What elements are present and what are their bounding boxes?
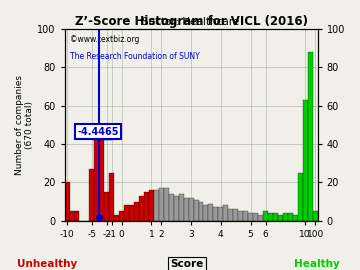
Bar	[203, 205, 208, 221]
Bar	[89, 169, 94, 221]
Bar	[288, 213, 293, 221]
Bar	[184, 198, 189, 221]
Text: Sector: Healthcare: Sector: Healthcare	[143, 17, 240, 27]
Bar	[223, 205, 228, 221]
Bar	[263, 211, 268, 221]
Bar	[179, 194, 184, 221]
Bar	[273, 213, 278, 221]
Bar	[238, 211, 243, 221]
Bar	[154, 190, 159, 221]
Text: Unhealthy: Unhealthy	[17, 259, 77, 269]
Bar	[124, 205, 129, 221]
Y-axis label: Number of companies
(670 total): Number of companies (670 total)	[15, 75, 35, 175]
Bar	[164, 188, 169, 221]
Bar	[308, 52, 312, 221]
Bar	[248, 213, 253, 221]
Bar	[189, 198, 194, 221]
Bar	[144, 192, 149, 221]
Bar	[114, 215, 119, 221]
Bar	[149, 190, 154, 221]
Bar	[219, 207, 223, 221]
Bar	[99, 134, 104, 221]
Bar	[174, 196, 179, 221]
Bar	[104, 192, 109, 221]
Bar	[194, 200, 198, 221]
Bar	[293, 215, 298, 221]
Bar	[228, 209, 233, 221]
Bar	[233, 209, 238, 221]
Bar	[134, 202, 139, 221]
Bar	[94, 134, 99, 221]
Bar	[109, 173, 114, 221]
Bar	[69, 211, 75, 221]
Bar	[198, 202, 203, 221]
Bar	[159, 188, 164, 221]
Bar	[278, 215, 283, 221]
Bar	[283, 213, 288, 221]
Text: ©www.textbiz.org: ©www.textbiz.org	[69, 35, 139, 44]
Text: Healthy: Healthy	[294, 259, 340, 269]
Bar	[64, 183, 69, 221]
Title: Z’-Score Histogram for VICL (2016): Z’-Score Histogram for VICL (2016)	[75, 15, 307, 28]
Bar	[258, 215, 263, 221]
Bar	[129, 205, 134, 221]
Bar	[253, 213, 258, 221]
Bar	[268, 213, 273, 221]
Bar	[303, 100, 308, 221]
Bar	[208, 204, 213, 221]
Bar	[312, 211, 318, 221]
Bar	[243, 211, 248, 221]
Bar	[213, 207, 219, 221]
Bar	[139, 196, 144, 221]
Text: -4.4465: -4.4465	[77, 127, 118, 137]
Bar	[75, 211, 80, 221]
Bar	[119, 211, 124, 221]
Text: The Research Foundation of SUNY: The Research Foundation of SUNY	[69, 52, 199, 61]
Text: Score: Score	[171, 259, 204, 269]
Bar	[298, 173, 303, 221]
Bar	[169, 194, 174, 221]
